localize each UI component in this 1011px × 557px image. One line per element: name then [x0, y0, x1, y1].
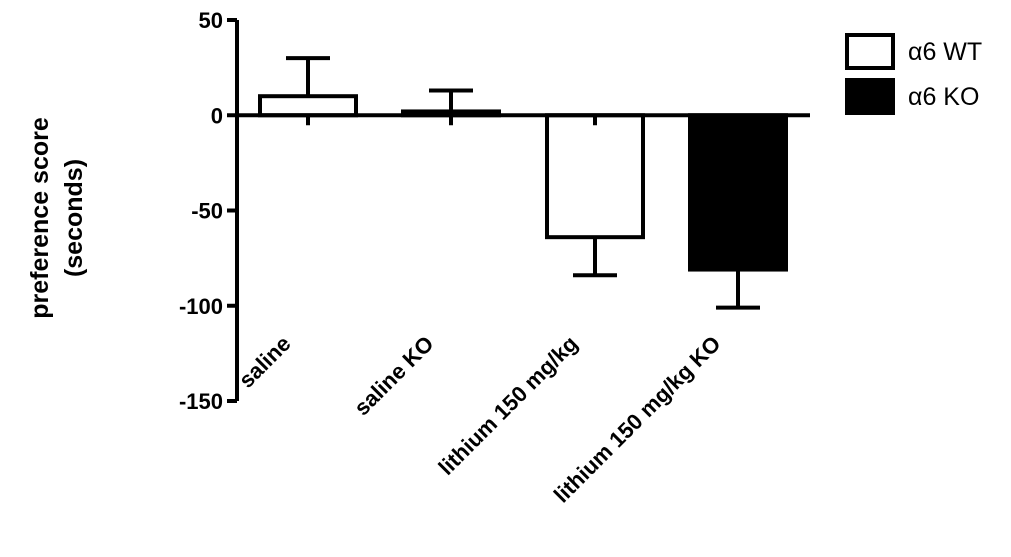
- y-axis-title-line-2: (seconds): [60, 159, 88, 277]
- bars-layer: [258, 94, 788, 272]
- category-label-1: saline: [234, 331, 296, 393]
- legend-label-wt: α6 WT: [908, 38, 982, 66]
- error-bars-layer: [286, 56, 760, 310]
- legend: α6 WT α6 KO: [845, 33, 982, 115]
- legend-swatch-wt: [845, 33, 895, 70]
- legend-label-ko: α6 KO: [908, 83, 979, 111]
- category-label-4: lithium 150 mg/kg KO: [549, 331, 726, 508]
- y-tick-label-3: -50: [191, 199, 223, 224]
- y-axis-title-line-1: preference score: [26, 117, 54, 319]
- y-tick-label-5: -150: [179, 389, 223, 414]
- bar-3: [545, 113, 645, 240]
- legend-swatch-ko: [845, 78, 895, 115]
- category-label-3: lithium 150 mg/kg: [433, 331, 582, 480]
- y-tick-label-4: -100: [179, 294, 223, 319]
- y-tick-label-1: 50: [199, 8, 223, 33]
- bar-1: [258, 94, 358, 118]
- axes-layer: [227, 18, 810, 403]
- y-tick-labels: 50 0 -50 -100 -150: [179, 8, 223, 414]
- category-label-2: saline KO: [349, 331, 438, 420]
- y-tick-label-2: 0: [211, 103, 223, 128]
- bar-4: [688, 113, 788, 272]
